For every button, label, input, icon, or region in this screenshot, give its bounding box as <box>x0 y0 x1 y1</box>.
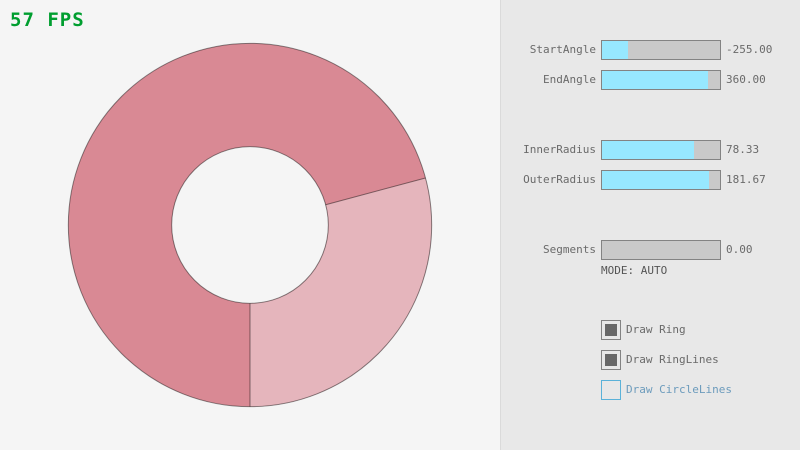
checkbox-draw-ring[interactable] <box>601 320 621 340</box>
checkbox-draw-circlelines[interactable] <box>601 380 621 400</box>
checkbox-label-draw-ring: Draw Ring <box>626 323 686 336</box>
controls-panel: StartAngle -255.00 EndAngle 360.00 Inner… <box>500 0 800 450</box>
slider-value-innerradius: 78.33 <box>726 143 760 156</box>
slider-fill <box>602 41 628 59</box>
checkbox-draw-ringlines[interactable] <box>601 350 621 370</box>
checkbox-row-draw-ringlines: Draw RingLines <box>501 350 800 370</box>
slider-row-innerradius: InnerRadius 78.33 <box>501 140 800 160</box>
slider-label-endangle: EndAngle <box>543 73 596 86</box>
ring-graphic <box>67 42 433 408</box>
slider-fill <box>602 141 695 159</box>
drawing-canvas: 57 FPS <box>10 9 433 408</box>
check-mark-icon <box>605 324 617 336</box>
slider-value-startangle: -255.00 <box>726 43 773 56</box>
fps-counter: 57 FPS <box>10 9 85 31</box>
slider-value-endangle: 360.00 <box>726 73 766 86</box>
slider-fill <box>602 171 710 189</box>
slider-segments[interactable] <box>601 240 721 260</box>
slider-innerradius[interactable] <box>601 140 721 160</box>
checkbox-label-draw-circlelines: Draw CircleLines <box>626 383 732 396</box>
checkbox-label-draw-ringlines: Draw RingLines <box>626 353 719 366</box>
slider-label-outerradius: OuterRadius <box>523 173 596 186</box>
slider-value-segments: 0.00 <box>726 243 753 256</box>
slider-row-startangle: StartAngle -255.00 <box>501 40 800 60</box>
slider-fill <box>602 71 709 89</box>
check-mark-icon <box>605 354 617 366</box>
slider-label-innerradius: InnerRadius <box>523 143 596 156</box>
slider-row-segments: Segments 0.00 <box>501 240 800 260</box>
checkbox-row-draw-circlelines: Draw CircleLines <box>501 380 800 400</box>
mode-label: MODE: AUTO <box>601 264 668 277</box>
slider-label-startangle: StartAngle <box>529 43 596 56</box>
slider-endangle[interactable] <box>601 70 721 90</box>
checkbox-row-draw-ring: Draw Ring <box>501 320 800 340</box>
slider-value-outerradius: 181.67 <box>726 173 766 186</box>
slider-startangle[interactable] <box>601 40 721 60</box>
slider-row-outerradius: OuterRadius 181.67 <box>501 170 800 190</box>
slider-row-endangle: EndAngle 360.00 <box>501 70 800 90</box>
slider-outerradius[interactable] <box>601 170 721 190</box>
slider-label-segments: Segments <box>543 243 596 256</box>
